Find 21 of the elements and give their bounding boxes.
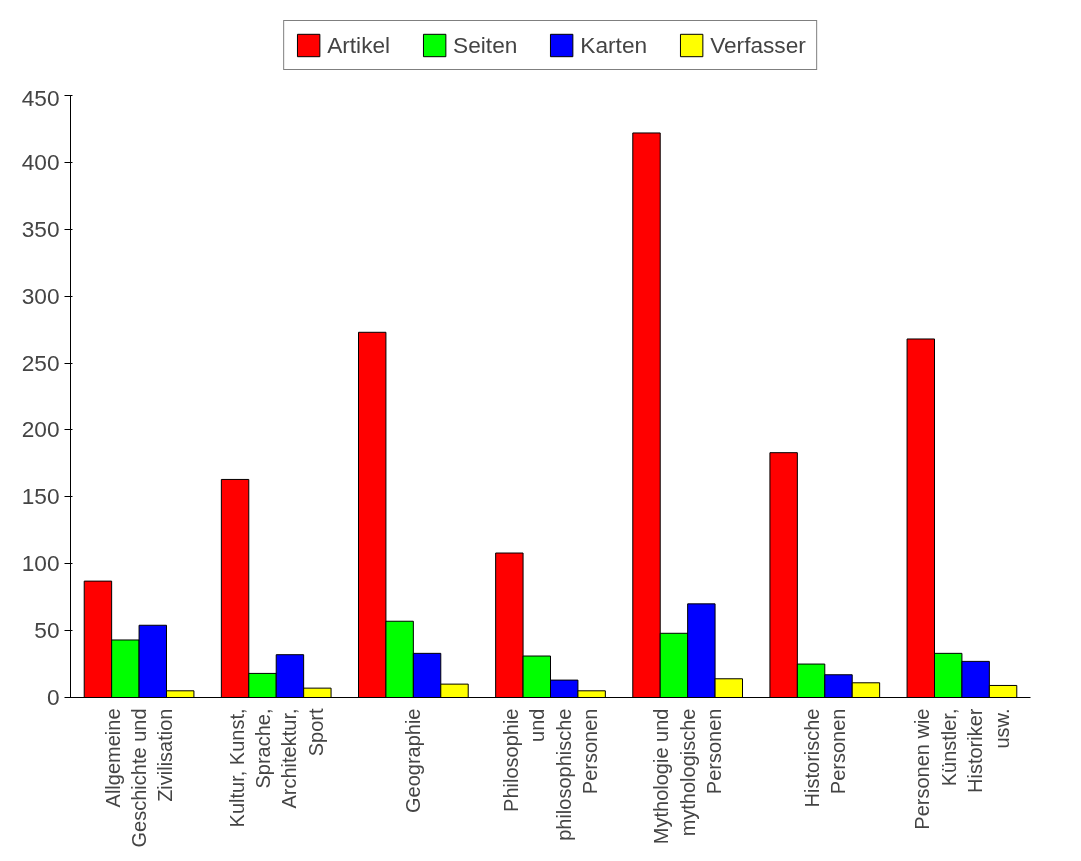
y-tick-label: 0 (46, 684, 60, 710)
y-tick-label: 400 (21, 148, 60, 175)
y-tick-label: 100 (21, 550, 60, 577)
x-tick-label: Kultur, Kunst, Sprache, Architektur, Sport (225, 708, 327, 828)
x-tick-label: Allgemeine Geschichte und Zivilisation (101, 708, 177, 848)
y-tick-label: 300 (21, 282, 60, 309)
legend-label: Artikel (327, 31, 391, 59)
y-tick-label: 50 (34, 617, 60, 644)
y-tick-label: 250 (21, 349, 60, 376)
legend-label: Verfasser (710, 31, 806, 59)
y-tick-label: 200 (21, 416, 60, 443)
x-tick-label: Philosophie und philosophische Personen (499, 708, 602, 841)
x-tick-label: Geographie (402, 708, 425, 814)
y-tick-label: 450 (21, 84, 60, 111)
x-tick-label: Personen wie Künstler, Historiker usw. (911, 708, 1013, 830)
y-tick-label: 350 (21, 215, 60, 242)
legend-label: Seiten (453, 31, 518, 59)
legend-label: Karten (580, 31, 648, 59)
y-tick-label: 150 (21, 483, 60, 510)
x-tick-label: Mythologie und mythologische Personen (650, 708, 726, 845)
x-tick-label: Historische Personen (800, 708, 849, 808)
